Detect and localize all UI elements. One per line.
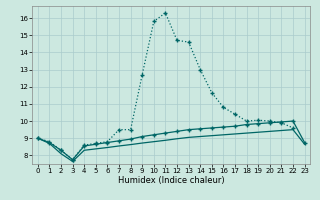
X-axis label: Humidex (Indice chaleur): Humidex (Indice chaleur) bbox=[118, 176, 225, 185]
